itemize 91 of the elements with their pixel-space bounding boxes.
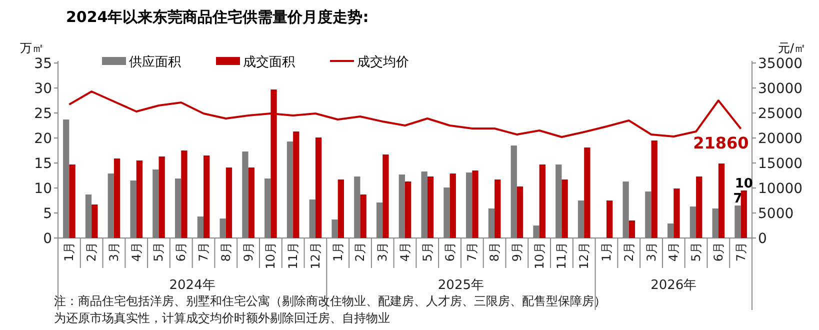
data-label: 10 [734,176,753,192]
bar [360,194,366,238]
bar [382,154,389,238]
x-tick-label: 4月 [398,242,412,262]
y2-tick-label: 0 [758,231,767,247]
y-tick-label: 5 [43,206,52,222]
text: 注：商品住宅包括洋房、别墅和住宅公寓（剔除商改住物业、配建房、人才房、三限房、配售型保障房） [54,294,606,308]
y-tick-label: 20 [34,131,52,147]
y-tick-label: 10 [34,181,52,197]
x-tick-label: 1月 [62,242,76,262]
y-tick-label: 15 [34,156,52,172]
bar [718,164,725,238]
x-tick-label: 10月 [532,242,546,270]
x-tick-label: 11月 [286,242,300,270]
bar [293,132,300,238]
x-tick-label: 3月 [106,242,121,262]
y2-tick-label: 20000 [758,131,803,147]
x-tick-label: 5月 [420,242,434,262]
bar [405,182,412,238]
y2-tick-label: 10000 [758,181,803,197]
y2-tick-label: 15000 [758,156,803,172]
x-tick-label: 7月 [734,242,748,262]
x-tick-label: 1月 [599,242,614,262]
bar [248,168,254,238]
x-tick-label: 9月 [510,242,524,262]
bar [740,190,747,238]
x-tick-label: 5月 [689,242,704,262]
y2-tick-label: 5000 [758,206,794,222]
x-tick-label: 12月 [308,242,322,270]
y-tick-label: 25 [34,106,52,122]
bar [158,156,165,238]
text: 2024年 [169,278,216,293]
bar [494,180,501,238]
bar [628,220,636,238]
bar [92,204,98,238]
x-tick-label: 7月 [196,242,211,262]
chart-title: 2024年以来东莞商品住宅供需量价月度走势: [66,8,369,26]
bar [450,174,456,238]
text: 为还原市场真实性，计算成交均价时额外剔除回迁房、自持物业 [54,311,390,325]
x-tick-label: 6月 [442,242,457,262]
x-tick-label: 6月 [174,242,188,262]
x-tick-label: 2月 [622,242,636,262]
bar [315,138,322,238]
x-tick-label: 11月 [554,242,569,270]
x-tick-label: 4月 [129,242,144,262]
y2-tick-label: 35000 [758,56,803,72]
bar [562,180,568,238]
bar [427,176,434,238]
y-tick-label: 35 [34,56,52,72]
bar [584,148,590,238]
bar [674,188,680,238]
y2-tick-label: 30000 [758,81,803,97]
x-tick-label: 8月 [218,242,233,262]
x-tick-label: 9月 [241,242,256,262]
bar [696,176,702,238]
bar [606,200,613,238]
bar [69,164,76,238]
bar [181,150,188,238]
x-tick-label: 12月 [577,242,592,270]
data-label: 21860 [693,134,749,153]
x-tick-label: 7月 [465,242,480,262]
bar [472,170,478,238]
bar [651,140,658,238]
text: 2025年 [438,278,484,293]
x-tick-label: 6月 [711,242,726,262]
x-tick-label: 3月 [376,242,390,262]
bar [114,158,120,238]
y-tick-label: 30 [34,81,52,97]
bar [539,164,546,238]
x-tick-label: 5月 [152,242,166,262]
x-tick-label: 1月 [330,242,345,262]
x-tick-label: 2月 [84,242,99,262]
legend-label: 成交面积 [243,54,295,70]
x-tick-label: 2月 [353,242,368,262]
bar [226,168,232,238]
text: 2026年 [650,278,697,293]
x-tick-label: 4月 [666,242,681,262]
x-tick-label: 10月 [264,242,278,270]
bar [338,180,344,238]
x-tick-label: 8月 [488,242,502,262]
y-axis-title: 万㎡ [20,41,44,55]
bar [136,160,143,238]
bar [204,156,210,238]
legend-label: 供应面积 [129,54,181,70]
y-tick-label: 0 [43,231,52,247]
legend-label: 成交均价 [357,54,409,70]
y2-tick-label: 25000 [758,106,803,122]
data-label: 7 [733,192,742,206]
y2-axis-title: 元/㎡ [778,41,806,55]
x-tick-label: 3月 [644,242,658,262]
bar [516,186,524,238]
